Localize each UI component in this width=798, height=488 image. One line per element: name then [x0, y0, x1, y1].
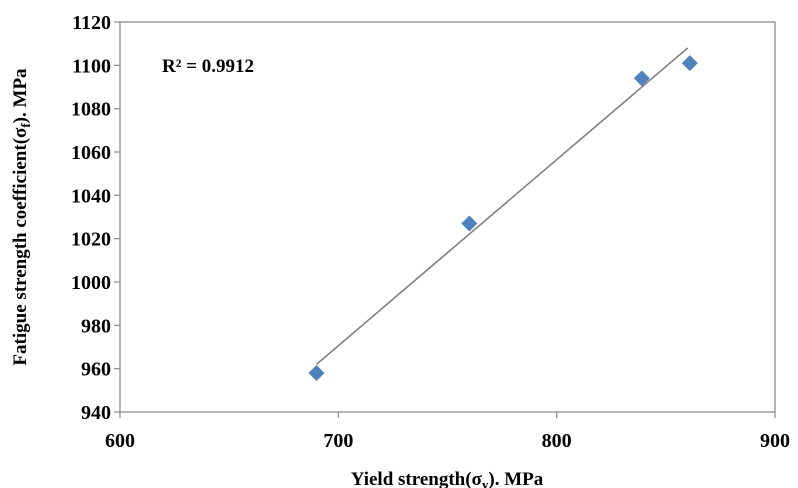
data-point-marker — [308, 365, 325, 381]
x-tick-label: 800 — [542, 430, 572, 452]
plot-area — [119, 21, 776, 413]
y-tick-label: 1060 — [71, 142, 111, 164]
y-tick-label: 940 — [81, 402, 111, 424]
r-squared-annotation: R² = 0.9912 — [162, 56, 254, 77]
y-tick-label: 1020 — [71, 229, 111, 251]
y-tick-label: 1000 — [71, 272, 111, 294]
y-tick-label: 960 — [81, 359, 111, 381]
y-tick-label: 1100 — [72, 55, 111, 77]
trendline — [315, 47, 689, 365]
x-tick-label: 600 — [105, 430, 135, 452]
y-axis-title: Fatigue strength coefficient(σf). MPa — [10, 68, 33, 366]
x-tick-label: 900 — [760, 430, 790, 452]
y-tick-label: 1080 — [71, 99, 111, 121]
y-tick-label: 980 — [81, 315, 111, 337]
y-tick-label: 1120 — [72, 12, 111, 34]
x-tick-label: 700 — [323, 430, 353, 452]
y-axis-ticks: 940 960 980 1000 1020 1040 1060 1080 1100 1120 — [71, 12, 120, 424]
y-tick-label: 1040 — [71, 185, 111, 207]
data-point-marker — [461, 215, 478, 232]
data-point-marker — [681, 55, 698, 72]
x-axis-title: Yield strength(σy). MPa — [351, 469, 544, 488]
data-points — [308, 55, 698, 381]
data-point-marker — [633, 70, 650, 87]
x-axis-ticks: 600 700 800 900 — [105, 412, 790, 452]
